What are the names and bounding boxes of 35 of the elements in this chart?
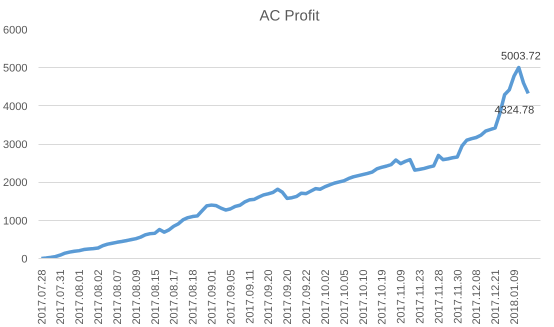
x-tick-label: 2017.08.15 bbox=[150, 269, 162, 325]
y-tick-label: 5000 bbox=[3, 62, 28, 75]
x-tick-label: 2017.10.02 bbox=[320, 269, 332, 325]
x-tick-label: 2017.10.19 bbox=[376, 269, 389, 325]
x-tick-label: 2017.11.23 bbox=[414, 269, 426, 324]
x-tick-label: 2018.01.09 bbox=[509, 269, 522, 325]
y-tick-label: 1000 bbox=[3, 215, 28, 228]
x-tick-label: 2017.07.28 bbox=[36, 269, 48, 325]
x-tick-label: 2017.09.01 bbox=[206, 269, 219, 325]
x-tick-label: 2017.11.28 bbox=[433, 269, 446, 324]
x-tick-label: 2017.12.21 bbox=[490, 269, 502, 325]
x-tick-label: 2017.08.02 bbox=[93, 269, 106, 325]
x-tick-label: 2017.08.07 bbox=[112, 269, 124, 325]
x-tick-label: 2017.08.09 bbox=[130, 269, 143, 325]
x-tick-label: 2017.08.17 bbox=[168, 269, 181, 325]
x-tick-label: 2017.12.08 bbox=[471, 269, 484, 325]
x-tick-label: 2017.10.05 bbox=[338, 269, 351, 325]
x-tick-label: 2017.09.05 bbox=[225, 269, 238, 325]
data-label: 5003.72 bbox=[500, 50, 541, 63]
y-tick-label: 2000 bbox=[3, 177, 28, 190]
x-tick-label: 2017.11.09 bbox=[396, 269, 408, 324]
x-tick-label: 2017.08.18 bbox=[188, 269, 200, 325]
x-tick-label: 2017.09.20 bbox=[263, 269, 276, 325]
y-tick-label: 4000 bbox=[3, 100, 28, 113]
x-tick-label: 2017.09.22 bbox=[301, 269, 314, 325]
x-tick-label: 2017.09.11 bbox=[244, 269, 256, 324]
y-tick-label: 0 bbox=[21, 254, 28, 266]
y-tick-label: 6000 bbox=[3, 24, 28, 36]
x-tick-label: 2017.10.10 bbox=[358, 269, 370, 325]
x-tick-label: 2017.09.20 bbox=[282, 269, 294, 325]
x-tick-label: 2017.08.01 bbox=[74, 269, 86, 325]
chart-title: AC Profit bbox=[259, 8, 320, 24]
x-tick-label: 2017.07.31 bbox=[55, 269, 68, 325]
y-tick-label: 3000 bbox=[3, 139, 28, 151]
x-tick-label: 2017.11.30 bbox=[452, 269, 464, 324]
